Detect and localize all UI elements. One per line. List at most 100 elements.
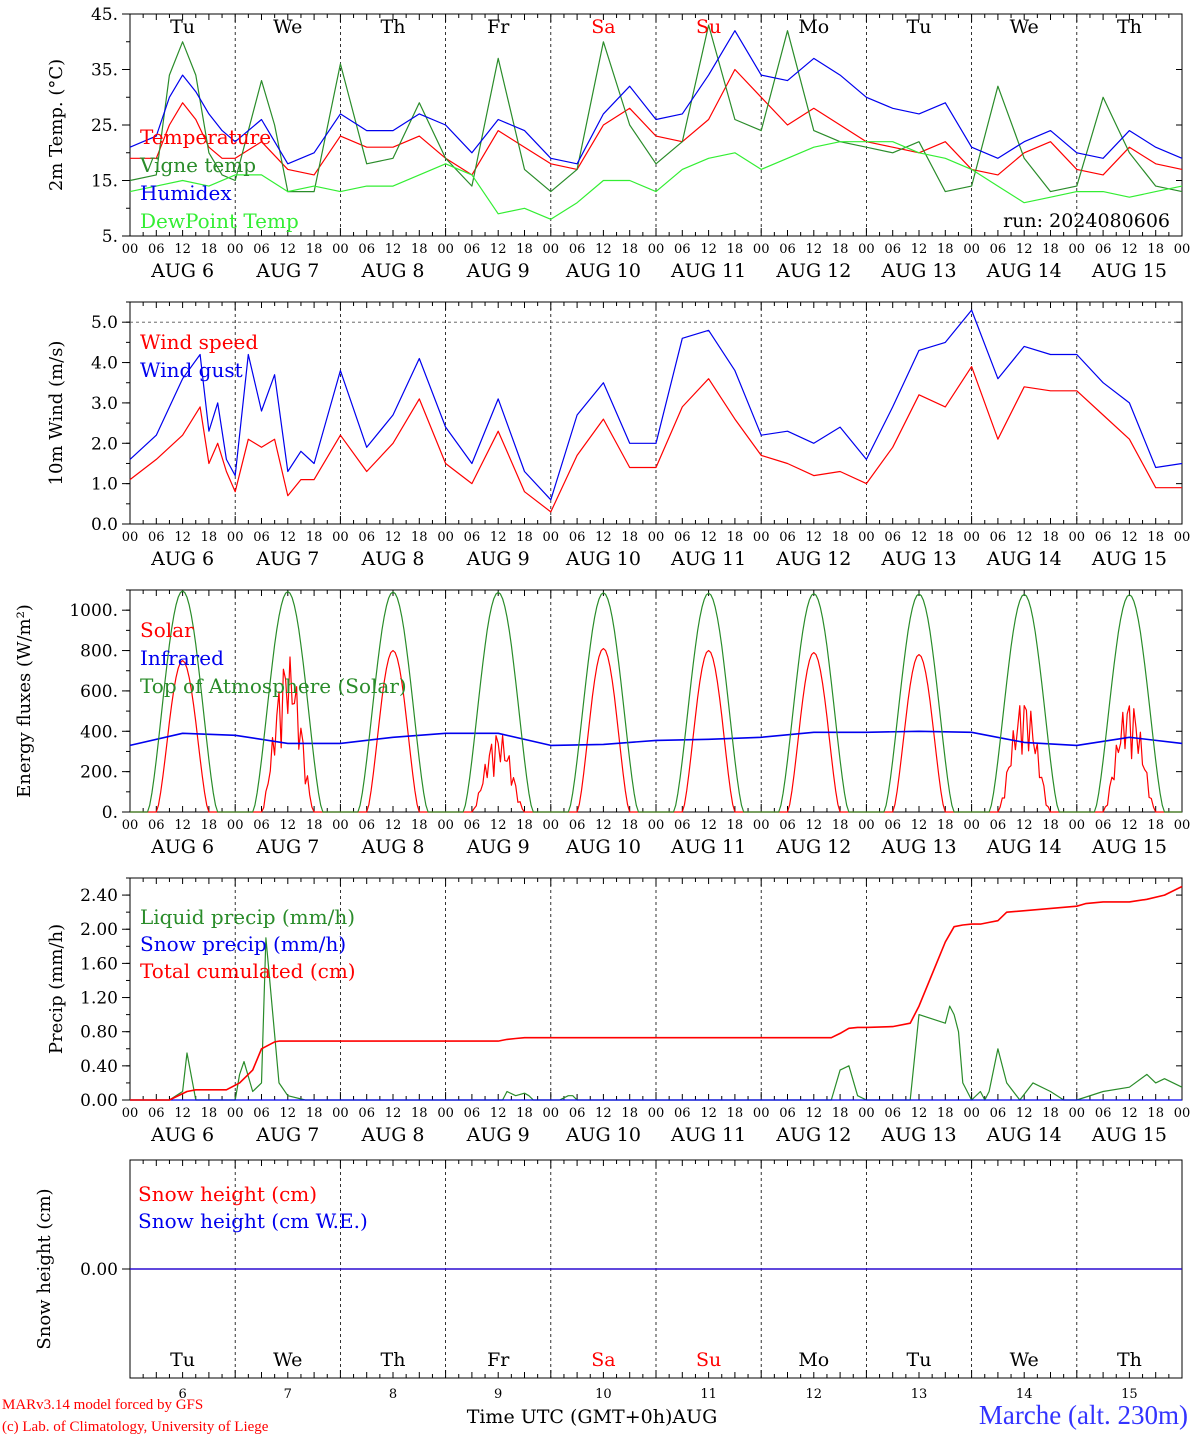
hour-tick-label: 12 (700, 242, 717, 257)
hour-tick-label: 06 (884, 1106, 901, 1121)
hour-tick-label: 06 (884, 530, 901, 545)
y-tick-label: 2.0 (91, 434, 118, 454)
hour-tick-label: 06 (253, 242, 270, 257)
day-number: 13 (911, 1387, 928, 1402)
hour-tick-label: 06 (674, 1106, 691, 1121)
hour-tick-label: 18 (1147, 242, 1164, 257)
weekday-label: Tu (170, 1349, 195, 1371)
hour-tick-label: 06 (779, 818, 796, 833)
y-tick-label: 45. (91, 5, 118, 25)
hour-tick-label: 18 (411, 818, 428, 833)
hour-tick-label: 12 (385, 242, 402, 257)
y-axis-title: 10m Wind (m/s) (46, 341, 67, 486)
hour-tick-label: 06 (779, 242, 796, 257)
hour-tick-label: 12 (700, 818, 717, 833)
hour-tick-label: 00 (1174, 1106, 1191, 1121)
date-label: AUG 7 (255, 836, 319, 858)
date-label: AUG 9 (466, 548, 530, 570)
hour-tick-label: 06 (990, 530, 1007, 545)
date-label: AUG 8 (360, 836, 424, 858)
hour-tick-label: 18 (727, 242, 744, 257)
hour-tick-label: 06 (990, 818, 1007, 833)
legend-entry: Snow height (cm W.E.) (138, 1209, 368, 1233)
hour-tick-label: 00 (543, 1106, 560, 1121)
hour-tick-label: 06 (358, 818, 375, 833)
date-label: AUG 11 (670, 260, 746, 282)
hour-tick-label: 00 (648, 1106, 665, 1121)
series-line-dewpoint-temp (129, 141, 1183, 220)
day-number: 11 (700, 1387, 717, 1402)
date-label: AUG 8 (360, 548, 424, 570)
hour-tick-label: 00 (963, 818, 980, 833)
hour-tick-label: 00 (1174, 530, 1191, 545)
legend-entry: Wind speed (140, 330, 258, 354)
y-tick-label: 4.0 (91, 354, 118, 374)
hour-tick-label: 06 (253, 530, 270, 545)
lab-credit: (c) Lab. of Climatology, University of L… (2, 1419, 269, 1435)
series-line-vigne-temp (129, 24, 1183, 193)
hour-tick-label: 18 (832, 1106, 849, 1121)
weekday-label: Th (1117, 1349, 1142, 1371)
weekday-label: Sa (591, 16, 615, 38)
hour-tick-label: 12 (385, 818, 402, 833)
y-tick-label: 0.00 (80, 1091, 118, 1111)
hour-tick-label: 00 (648, 530, 665, 545)
date-label: AUG 11 (670, 548, 746, 570)
date-label: AUG 10 (565, 260, 641, 282)
weekday-label: We (1010, 1349, 1039, 1371)
hour-tick-label: 00 (753, 818, 770, 833)
hour-tick-label: 12 (806, 818, 823, 833)
hour-tick-label: 00 (437, 1106, 454, 1121)
hour-tick-label: 00 (1069, 818, 1086, 833)
date-label: AUG 14 (986, 1124, 1062, 1146)
hour-tick-label: 06 (464, 818, 481, 833)
hour-tick-label: 06 (1095, 530, 1112, 545)
hour-tick-label: 00 (122, 818, 139, 833)
date-label: AUG 14 (986, 260, 1062, 282)
date-label: AUG 13 (880, 260, 956, 282)
hour-tick-label: 12 (174, 818, 191, 833)
date-label: AUG 9 (466, 260, 530, 282)
hour-tick-label: 00 (437, 530, 454, 545)
hour-tick-label: 06 (148, 242, 165, 257)
hour-tick-label: 06 (569, 530, 586, 545)
hour-tick-label: 12 (490, 242, 507, 257)
day-number: 9 (494, 1387, 502, 1402)
hour-tick-label: 12 (385, 1106, 402, 1121)
weekday-label: Tu (907, 16, 932, 38)
legend-entry: Infrared (140, 646, 224, 670)
hour-tick-label: 12 (595, 530, 612, 545)
hour-tick-label: 06 (779, 530, 796, 545)
y-tick-label: 2.40 (80, 886, 118, 906)
hour-tick-label: 06 (674, 530, 691, 545)
weekday-label: Tu (907, 1349, 932, 1371)
date-label: AUG 12 (775, 836, 851, 858)
hour-tick-label: 06 (1095, 818, 1112, 833)
hour-tick-label: 00 (332, 530, 349, 545)
weekday-label: Mo (798, 16, 829, 38)
hour-tick-label: 06 (148, 1106, 165, 1121)
hour-tick-label: 12 (806, 530, 823, 545)
weekday-label: Mo (798, 1349, 829, 1371)
hour-tick-label: 12 (490, 818, 507, 833)
hour-tick-label: 06 (884, 242, 901, 257)
date-label: AUG 13 (880, 836, 956, 858)
date-label: AUG 6 (150, 836, 214, 858)
hour-tick-label: 18 (727, 1106, 744, 1121)
hour-tick-label: 00 (648, 818, 665, 833)
hour-tick-label: 00 (437, 242, 454, 257)
hour-tick-label: 00 (858, 530, 875, 545)
hour-tick-label: 00 (1174, 242, 1191, 257)
weekday-label: We (273, 16, 302, 38)
date-label: AUG 11 (670, 836, 746, 858)
hour-tick-label: 18 (727, 818, 744, 833)
hour-tick-label: 12 (806, 242, 823, 257)
legend-entry: Vigne temp (139, 153, 256, 177)
date-label: AUG 11 (670, 1124, 746, 1146)
hour-tick-label: 18 (306, 242, 323, 257)
y-tick-label: 35. (91, 61, 118, 81)
hour-tick-label: 18 (516, 530, 533, 545)
y-tick-label: 2.00 (80, 920, 118, 940)
hour-tick-label: 06 (569, 818, 586, 833)
